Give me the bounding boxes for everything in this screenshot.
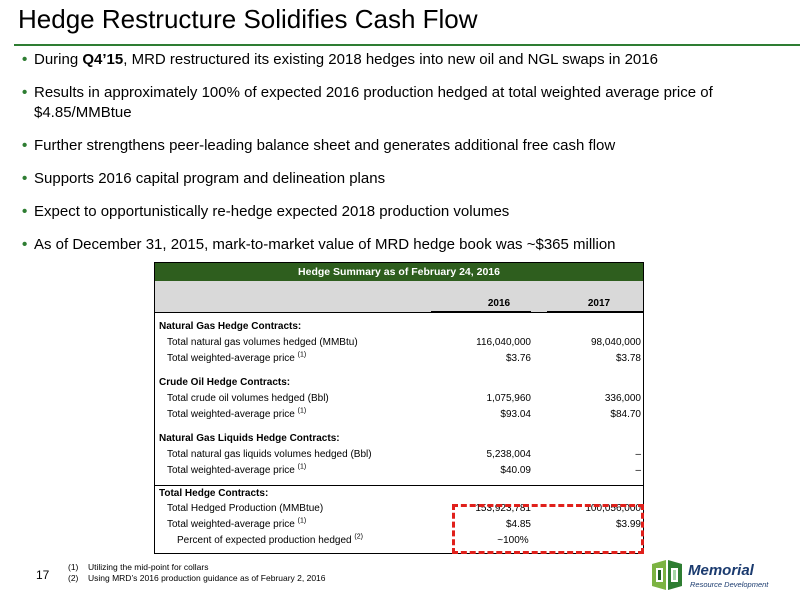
bullet-item: • During Q4’15, MRD restructured its exi… bbox=[22, 50, 782, 70]
table-body: Natural Gas Hedge Contracts: Total natur… bbox=[155, 313, 643, 553]
cell-2016: $4.85 bbox=[505, 519, 531, 530]
row-label: Total natural gas liquids volumes hedged… bbox=[167, 449, 372, 460]
bullet-text: Supports 2016 capital program and deline… bbox=[34, 170, 386, 187]
footnote-ref: (1) bbox=[297, 351, 307, 359]
cell-2016: $93.04 bbox=[500, 409, 531, 420]
table-row: Total crude oil volumes hedged (Bbl) 1,0… bbox=[155, 391, 643, 407]
cell-2017: $3.78 bbox=[615, 353, 641, 364]
cell-2016: 153,923,781 bbox=[475, 503, 531, 514]
logo-mark-icon bbox=[652, 560, 682, 590]
row-label: Total natural gas volumes hedged (MMBtu) bbox=[167, 337, 358, 348]
section-header: Crude Oil Hedge Contracts: bbox=[155, 375, 643, 391]
logo-subtitle: Resource Development bbox=[690, 580, 769, 589]
table-row: Total natural gas volumes hedged (MMBtu)… bbox=[155, 335, 643, 351]
bullet-dot-icon: • bbox=[22, 170, 28, 187]
bullet-list: • During Q4’15, MRD restructured its exi… bbox=[22, 50, 782, 268]
bullet-text: Expect to opportunistically re-hedge exp… bbox=[34, 203, 510, 220]
row-label: Total crude oil volumes hedged (Bbl) bbox=[167, 393, 329, 404]
highlight-box bbox=[452, 504, 644, 554]
section-header: Natural Gas Hedge Contracts: bbox=[155, 319, 643, 335]
bullet-dot-icon: • bbox=[22, 84, 28, 101]
row-label: Percent of expected production hedged (2… bbox=[177, 533, 363, 546]
bullet-text: As of December 31, 2015, mark-to-market … bbox=[34, 236, 616, 253]
cell-2017: 100,056,000 bbox=[585, 503, 641, 514]
slide-title: Hedge Restructure Solidifies Cash Flow bbox=[18, 4, 478, 34]
bullet-item: • Results in approximately 100% of expec… bbox=[22, 83, 782, 123]
section-title: Natural Gas Hedge Contracts: bbox=[159, 321, 302, 332]
hedge-summary-table: Hedge Summary as of February 24, 2016 20… bbox=[154, 262, 644, 554]
column-2017: 2017 bbox=[587, 298, 611, 309]
cell-2016: $3.76 bbox=[505, 353, 531, 364]
bullet-item: • Expect to opportunistically re-hedge e… bbox=[22, 202, 782, 222]
bullet-dot-icon: • bbox=[22, 51, 28, 68]
column-underline bbox=[431, 311, 531, 312]
bullet-text: Further strengthens peer-leading balance… bbox=[34, 137, 616, 154]
section-header: Total Hedge Contracts: bbox=[155, 485, 643, 501]
cell-2017: – bbox=[635, 449, 641, 460]
row-label: Total weighted-average price (1) bbox=[167, 407, 307, 420]
footnote-ref: (1) bbox=[297, 463, 307, 471]
cell-2017: – bbox=[635, 465, 641, 476]
logo-name: Memorial bbox=[688, 562, 754, 579]
table-row: Percent of expected production hedged (2… bbox=[155, 533, 643, 549]
row-label: Total Hedged Production (MMBtue) bbox=[167, 503, 324, 514]
cell-2017: $3.99 bbox=[615, 519, 641, 530]
bullet-item: • As of December 31, 2015, mark-to-marke… bbox=[22, 235, 782, 255]
footnotes: (1) Utilizing the mid-point for collars (… bbox=[68, 562, 326, 584]
footnote-ref: (2) bbox=[354, 533, 363, 541]
section-header: Natural Gas Liquids Hedge Contracts: bbox=[155, 431, 643, 447]
row-label: Total weighted-average price (1) bbox=[167, 351, 307, 364]
table-row: Total weighted-average price (1) $93.04 … bbox=[155, 407, 643, 423]
bullet-text: , MRD restructured its existing 2018 hed… bbox=[123, 51, 658, 68]
bullet-dot-icon: • bbox=[22, 203, 28, 220]
cell-2016: 116,040,000 bbox=[476, 337, 531, 348]
cell-2017: 336,000 bbox=[604, 393, 641, 404]
footnote-ref: (1) bbox=[297, 517, 307, 525]
bullet-item: • Supports 2016 capital program and deli… bbox=[22, 169, 782, 189]
title-divider bbox=[14, 44, 800, 46]
footnote: (1) Utilizing the mid-point for collars bbox=[68, 562, 209, 572]
table-row: Total weighted-average price (1) $4.85 $… bbox=[155, 517, 643, 533]
footnote-ref: (1) bbox=[297, 407, 307, 415]
bullet-item: • Further strengthens peer-leading balan… bbox=[22, 136, 782, 156]
bullet-dot-icon: • bbox=[22, 137, 28, 154]
row-label: Total weighted-average price (1) bbox=[167, 517, 307, 530]
cell-2016: 5,238,004 bbox=[486, 449, 532, 460]
table-row: Total weighted-average price (1) $40.09 … bbox=[155, 463, 643, 479]
bullet-text: Results in approximately 100% of expecte… bbox=[34, 84, 713, 121]
cell-2016: 1,075,960 bbox=[486, 393, 532, 404]
column-underline bbox=[547, 311, 643, 312]
row-label: Total weighted-average price (1) bbox=[167, 463, 307, 476]
company-logo: Memorial Resource Development bbox=[650, 556, 790, 596]
section-title: Crude Oil Hedge Contracts: bbox=[159, 377, 291, 388]
section-title: Natural Gas Liquids Hedge Contracts: bbox=[159, 433, 340, 444]
bullet-emphasis: Q4’15 bbox=[82, 51, 124, 68]
table-column-header: 2016 2017 bbox=[155, 281, 643, 313]
cell-2017: $84.70 bbox=[610, 409, 641, 420]
cell-2017: 98,040,000 bbox=[590, 337, 641, 348]
footnote: (2) Using MRD’s 2016 production guidance … bbox=[68, 573, 326, 583]
table-row: Total weighted-average price (1) $3.76 $… bbox=[155, 351, 643, 367]
table-row: Total natural gas liquids volumes hedged… bbox=[155, 447, 643, 463]
page-number: 17 bbox=[36, 568, 50, 582]
column-2016: 2016 bbox=[487, 298, 511, 309]
cell-2016: $40.09 bbox=[500, 465, 531, 476]
bullet-text: During bbox=[34, 51, 83, 68]
table-title: Hedge Summary as of February 24, 2016 bbox=[155, 263, 643, 281]
section-title: Total Hedge Contracts: bbox=[159, 488, 269, 499]
bullet-dot-icon: • bbox=[22, 236, 28, 253]
table-row: Total Hedged Production (MMBtue) 153,923… bbox=[155, 501, 643, 517]
cell-2016: ~100% bbox=[497, 535, 529, 546]
